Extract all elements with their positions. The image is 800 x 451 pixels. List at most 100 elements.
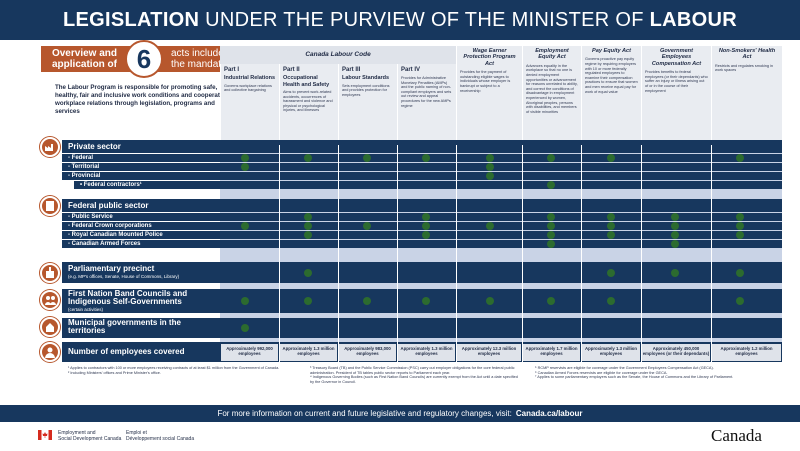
group-icon xyxy=(40,342,60,362)
coverage-dot xyxy=(607,231,615,239)
column-divider xyxy=(338,145,339,362)
employees-cell-non-smokers: Approximately 1.2 million employees xyxy=(712,344,781,361)
employees-cell-employment-equity: Approximately 1.7 million employees xyxy=(523,344,580,361)
section-bar-parliament xyxy=(62,262,782,283)
coverage-dot xyxy=(422,154,430,162)
coverage-dot xyxy=(607,297,615,305)
row-label-private-territorial: - Territorial xyxy=(68,164,100,170)
esdc-name-fr: Emploi et Développement social Canada xyxy=(126,430,195,442)
section-bar-federal xyxy=(62,199,782,212)
employees-cell-part-4: Approximately 1.3 million employees xyxy=(398,344,455,361)
coverage-dot xyxy=(241,163,249,171)
row-label-private-federal: - Federal xyxy=(68,155,94,161)
coverage-dot xyxy=(547,154,555,162)
column-employment-equity-act: Employment Equity Act Advances equality … xyxy=(522,46,581,145)
coverage-dot xyxy=(304,222,312,230)
coverage-dot xyxy=(486,222,494,230)
building-icon xyxy=(40,196,60,216)
coverage-dot xyxy=(422,231,430,239)
coverage-dot xyxy=(241,297,249,305)
coverage-dot xyxy=(736,222,744,230)
coverage-dot xyxy=(241,222,249,230)
employees-cell-wage-earner: Approximately 12.3 million employees xyxy=(457,344,521,361)
row-federal-contractors xyxy=(74,181,782,189)
esdc-name-en: Employment and Social Development Canada xyxy=(58,430,122,442)
employees-cell-geca: Approximately 450,000 employees (or thei… xyxy=(642,344,710,361)
coverage-dot xyxy=(607,154,615,162)
row-label-federal-contractors: • Federal contractors¹ xyxy=(80,182,142,188)
row-private-territorial xyxy=(62,163,782,171)
coverage-dot xyxy=(547,231,555,239)
column-pay-equity-act: Pay Equity Act Governs proactive pay equ… xyxy=(581,46,641,145)
coverage-dot xyxy=(363,154,371,162)
column-divider xyxy=(711,145,712,362)
coverage-dot xyxy=(671,269,679,277)
coverage-dot xyxy=(736,269,744,277)
coverage-dot xyxy=(304,231,312,239)
coverage-dot xyxy=(304,213,312,221)
overview-arrow: Overview and application of 6 acts inclu… xyxy=(41,40,265,78)
column-wage-earner-act: Wage Earner Protection Program Act Provi… xyxy=(456,46,522,145)
coverage-dot xyxy=(422,222,430,230)
row-label-private-provincial: - Provincial xyxy=(68,173,101,179)
coverage-dot xyxy=(422,213,430,221)
column-divider xyxy=(641,145,642,362)
coverage-dot xyxy=(486,297,494,305)
coverage-dot xyxy=(304,154,312,162)
footer-link[interactable]: Canada.ca/labour xyxy=(515,409,583,418)
employees-cell-part-1: Approximately 992,000 employees xyxy=(221,344,278,361)
coverage-dot xyxy=(304,269,312,277)
section-title-parliament: Parliamentary precinct xyxy=(68,264,155,273)
coverage-dot xyxy=(422,297,430,305)
page-title: LEGISLATION UNDER THE PURVIEW OF THE MIN… xyxy=(63,8,737,31)
coverage-dot xyxy=(736,297,744,305)
section-bar-private xyxy=(62,140,782,153)
column-divider xyxy=(397,145,398,362)
factory-icon xyxy=(40,137,60,157)
coverage-dot xyxy=(607,213,615,221)
canada-labour-code-header: Canada Labour Code xyxy=(220,46,456,64)
column-divider xyxy=(279,145,280,362)
employees-cell-part-3: Approximately 983,000 employees xyxy=(339,344,396,361)
notes-col-3: ⁵ RCMP reservists are eligible for cover… xyxy=(535,366,734,380)
column-geca: Government Employees Compensation Act Pr… xyxy=(641,46,711,145)
section-title-first-nation: First Nation Band Councils and Indigenou… xyxy=(68,289,188,306)
overview-left-text: Overview and application of xyxy=(51,48,117,70)
column-part-2: Part II Occupational Health and Safety A… xyxy=(279,64,338,145)
employees-cell-part-2: Approximately 1.3 million employees xyxy=(280,344,337,361)
coverage-dot xyxy=(671,222,679,230)
coverage-dot xyxy=(736,231,744,239)
coverage-dot xyxy=(547,240,555,248)
column-part-4: Part IV Provides for Administrative Mone… xyxy=(397,64,456,145)
notes-col-2: ³ Treasury Board (TB) and the Public Ser… xyxy=(310,366,518,384)
section-sub-parliament: (e.g. MP's offices, Senate, House of Com… xyxy=(68,274,180,279)
row-private-provincial xyxy=(62,172,782,180)
coverage-dot xyxy=(547,181,555,189)
coverage-dot xyxy=(547,297,555,305)
intro-text: The Labour Program is responsible for pr… xyxy=(55,84,229,115)
column-divider xyxy=(522,145,523,362)
column-divider xyxy=(456,145,457,362)
coverage-dot xyxy=(547,222,555,230)
section-title-municipal: Municipal governments in the territories xyxy=(68,318,181,335)
overview-right-text: acts included in the mandate. xyxy=(171,48,240,70)
notes-col-1: ¹ Applies to contractors with 100 or mor… xyxy=(68,366,280,375)
section-title-private: Private sector xyxy=(68,142,121,151)
coverage-dot xyxy=(486,154,494,162)
coverage-dot xyxy=(736,154,744,162)
coverage-dot xyxy=(671,213,679,221)
row-label-armed-forces: - Canadian Armed Forces xyxy=(68,241,141,247)
row-label-public-service: - Public Service xyxy=(68,214,113,220)
row-label-rcmp: - Royal Canadian Mounted Police xyxy=(68,232,163,238)
title-bar: LEGISLATION UNDER THE PURVIEW OF THE MIN… xyxy=(0,0,800,40)
coverage-dot xyxy=(363,222,371,230)
coverage-dot xyxy=(241,324,249,332)
footer-bar: For more information on current and futu… xyxy=(0,405,800,422)
coverage-dot xyxy=(736,213,744,221)
column-part-3: Part III Labour Standards Sets employmen… xyxy=(338,64,397,145)
coverage-dot xyxy=(607,269,615,277)
section-title-federal: Federal public sector xyxy=(68,201,149,210)
footer-text: For more information on current and futu… xyxy=(217,409,512,418)
coverage-dot xyxy=(607,222,615,230)
column-non-smokers-act: Non-Smokers' Health Act Restricts and re… xyxy=(711,46,782,145)
